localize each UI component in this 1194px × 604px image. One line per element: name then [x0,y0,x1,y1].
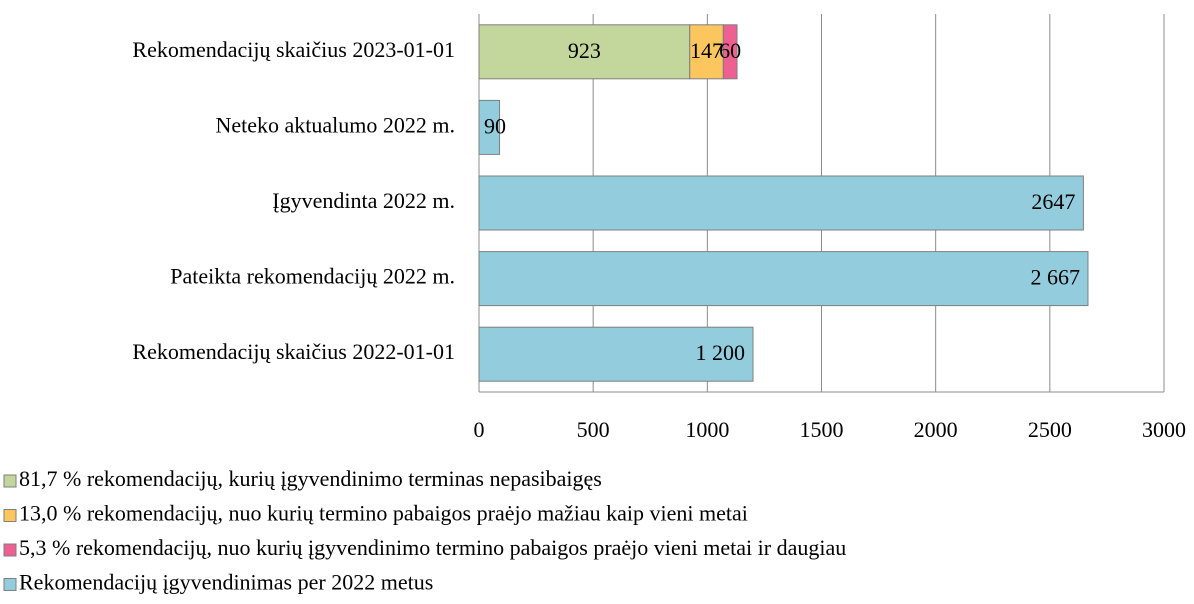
legend-swatch [3,474,17,488]
data-label: 90 [484,113,506,138]
legend-label: 13,0 % rekomendacijų, nuo kurių termino … [19,501,748,526]
legend-label: 5,3 % rekomendacijų, nuo kurių įgyvendin… [19,535,846,560]
data-label: 2647 [1031,189,1075,214]
data-label: 1 200 [696,340,746,365]
x-tick-label: 1500 [800,417,844,442]
legend-swatch [3,509,17,522]
y-tick-label: Įgyvendinta 2022 m. [272,188,455,213]
y-tick-label: Pateikta rekomendacijų 2022 m. [170,264,455,289]
bar [478,24,691,80]
x-tick-label: 2000 [914,417,958,442]
y-tick-label: Neteko aktualumo 2022 m. [215,112,455,137]
legend-swatch [3,543,17,557]
data-label: 147 [690,38,723,63]
x-tick-label: 3000 [1142,417,1186,442]
data-label: 60 [719,38,741,63]
legend-label: Rekomendacijų įgyvendinimas per 2022 met… [19,570,433,595]
legend-swatch [3,578,17,591]
data-label: 923 [568,38,601,63]
bar [478,99,501,155]
x-tick-label: 0 [474,417,485,442]
x-tick-label: 500 [577,417,610,442]
y-tick-label: Rekomendacijų skaičius 2023-01-01 [132,37,455,62]
bar [689,24,724,80]
bar [478,251,1089,307]
data-label: 2 667 [1030,265,1080,290]
x-tick-label: 1000 [685,417,729,442]
bar [478,326,754,382]
y-tick-label: Rekomendacijų skaičius 2022-01-01 [132,339,455,364]
bar [722,24,738,80]
bar [478,175,1084,231]
legend-label: 81,7 % rekomendacijų, kurių įgyvendinimo… [19,466,602,491]
x-tick-label: 2500 [1028,417,1072,442]
